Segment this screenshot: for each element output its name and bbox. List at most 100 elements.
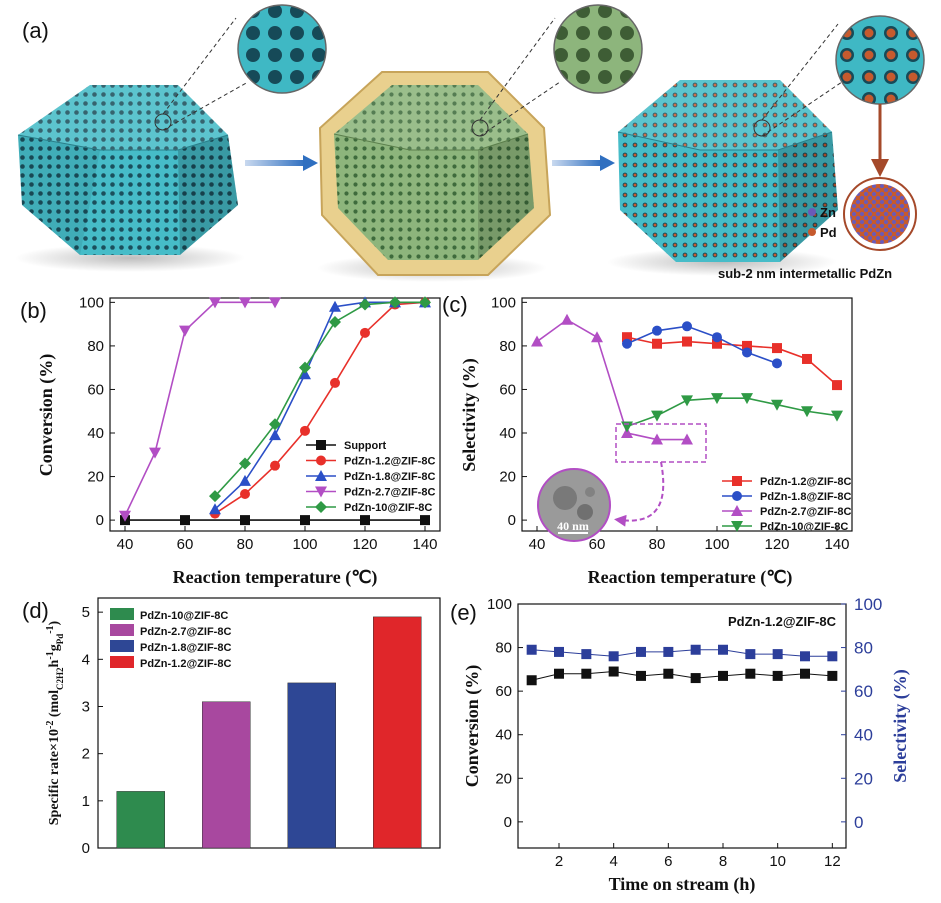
data-point-0-5 <box>420 515 430 526</box>
panel-c-frame <box>521 297 853 532</box>
series-line-3 <box>626 397 838 428</box>
legend-label: PdZn-1.8@ZIF-8C <box>344 471 435 483</box>
data-point-1-3 <box>608 651 619 662</box>
data-point-3-6 <box>801 406 813 418</box>
data-point-0-7 <box>832 380 842 391</box>
bar-2 <box>287 682 336 849</box>
data-point-1-0 <box>526 644 537 655</box>
zoom-circle-pd <box>835 15 925 105</box>
data-point-4-4 <box>329 315 341 328</box>
data-point-1-5 <box>772 358 782 369</box>
y-right-tick-label: 20 <box>854 769 873 788</box>
zoom-line-1b <box>162 81 249 131</box>
x-tick-label: 100 <box>292 536 317 553</box>
data-point-3-5 <box>269 297 281 309</box>
data-point-1-11 <box>827 651 838 662</box>
process-arrow-1 <box>245 155 318 171</box>
data-point-3-1 <box>149 447 161 459</box>
y-tick-label: 2 <box>82 746 90 763</box>
data-point-0-2 <box>581 668 592 679</box>
annotation-arrow <box>614 461 665 527</box>
data-point-1-1 <box>652 325 662 336</box>
data-point-0-2 <box>682 336 692 347</box>
x-tick-label: 4 <box>609 853 617 870</box>
legend-marker <box>732 476 742 486</box>
data-point-0-1 <box>554 668 564 679</box>
x-tick-label: 10 <box>769 853 786 870</box>
legend-marker <box>732 491 742 501</box>
shadow-1 <box>15 244 245 272</box>
legend-label: PdZn-1.2@ZIF-8C <box>760 476 851 488</box>
data-point-2-0 <box>209 503 221 515</box>
panel-b-xlabel: Reaction temperature (℃) <box>173 567 378 588</box>
data-point-1-10 <box>800 651 810 662</box>
y-tick-label: 0 <box>82 840 90 857</box>
y-right-tick-label: 40 <box>854 726 873 745</box>
pd-legend-label: Pd <box>820 225 837 240</box>
panel-d-ylabel: Specific rate×10-2 (molC2H2h-1gPd-1) <box>45 620 66 825</box>
x-tick-label: 2 <box>555 853 563 870</box>
process-arrow-2 <box>552 155 615 171</box>
data-point-4-0 <box>209 490 221 503</box>
data-point-3-2 <box>681 395 693 407</box>
legend-marker <box>731 521 743 532</box>
zn-legend-dot <box>808 208 816 216</box>
panel-a: (a) <box>15 4 925 282</box>
data-point-2-4 <box>651 433 663 445</box>
x-tick-label: 60 <box>589 536 606 553</box>
data-point-3-0 <box>119 510 131 522</box>
panel-e-title: PdZn-1.2@ZIF-8C <box>728 614 837 629</box>
zn-legend-label: Zn <box>820 205 836 220</box>
legend-marker <box>316 440 326 450</box>
data-point-0-1 <box>652 338 662 349</box>
panel-b-ylabel: Conversion (%) <box>36 354 57 477</box>
data-point-0-5 <box>663 668 674 679</box>
y-tick-label: 100 <box>79 294 104 311</box>
data-point-0-10 <box>800 668 810 679</box>
y-tick-label: 100 <box>491 294 516 311</box>
data-point-2-5 <box>681 433 693 445</box>
bar-3 <box>373 616 422 849</box>
panel-e-ticks: 2 4 6 8 10 12 0 20 40 60 80 100 0 20 40 60 80 100 <box>487 595 882 870</box>
x-tick-label: 40 <box>529 536 546 553</box>
data-point-1-5 <box>360 327 370 338</box>
data-point-1-2 <box>682 321 692 332</box>
legend-marker <box>315 470 327 481</box>
data-point-0-6 <box>690 673 701 684</box>
y-right-tick-label: 80 <box>854 639 873 658</box>
data-point-2-2 <box>269 429 281 441</box>
legend-label: PdZn-2.7@ZIF-8C <box>344 487 435 499</box>
data-point-4-7 <box>419 296 431 309</box>
x-tick-label: 120 <box>352 536 377 553</box>
zoom-circle-pores <box>237 4 327 94</box>
data-point-1-4 <box>636 646 646 657</box>
y-tick-label: 40 <box>87 425 104 442</box>
y-tick-label: 60 <box>495 683 512 700</box>
data-point-2-3 <box>621 427 633 439</box>
data-point-1-2 <box>581 649 592 660</box>
data-point-0-4 <box>360 515 370 526</box>
data-point-0-9 <box>772 670 783 681</box>
bar-0 <box>116 791 165 849</box>
y-tick-label: 40 <box>499 425 516 442</box>
zif8-crystal <box>17 85 238 255</box>
data-point-0-6 <box>802 353 812 364</box>
legend-marker <box>315 486 327 498</box>
zoom-line-3b <box>761 81 843 137</box>
panel-c-ticks: 40 60 80 100 120 140 0 20 40 60 80 100 <box>491 294 850 553</box>
y-right-tick-label: 60 <box>854 682 873 701</box>
legend-marker <box>315 501 327 513</box>
data-point-2-0 <box>531 335 543 347</box>
y-tick-label: 80 <box>87 338 104 355</box>
shell-crystal <box>318 71 552 276</box>
series-line-1 <box>531 649 833 657</box>
zoom-line-1a <box>162 17 237 115</box>
y-tick-label: 60 <box>87 381 104 398</box>
y-tick-label: 0 <box>508 512 516 529</box>
y-tick-label: 20 <box>499 469 516 486</box>
panel-c-ylabel: Selectivity (%) <box>459 358 480 471</box>
data-point-4-6 <box>389 296 401 309</box>
panel-e-series <box>526 644 838 686</box>
data-point-0-4 <box>636 670 646 681</box>
x-tick-label: 140 <box>412 536 437 553</box>
